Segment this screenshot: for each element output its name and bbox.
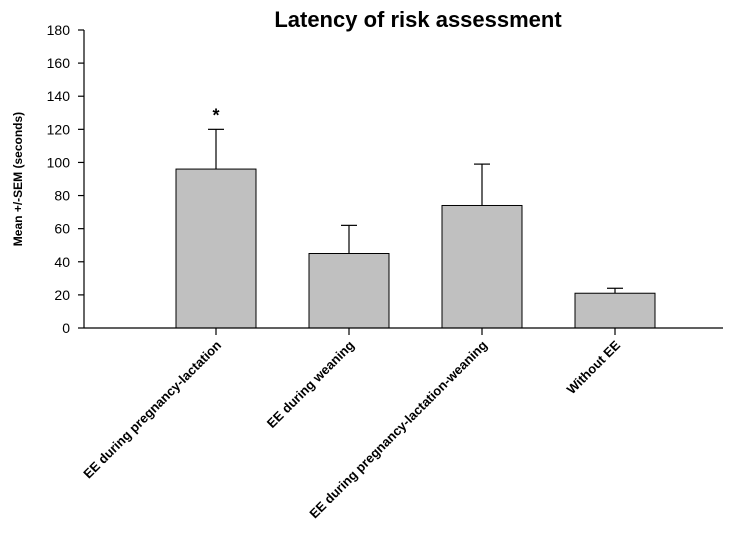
y-tick-label: 60 (54, 221, 70, 237)
bar (175, 168, 257, 329)
y-tick-label: 160 (47, 55, 71, 71)
x-tick-label: Without EE (564, 337, 624, 397)
y-tick-label: 40 (54, 254, 70, 270)
bar (574, 292, 656, 329)
bar (308, 253, 390, 329)
error-bars (208, 128, 623, 294)
y-axis-label: Mean +/-SEM (seconds) (11, 112, 25, 246)
y-tick-label: 120 (47, 121, 71, 137)
significance-marker: * (212, 105, 219, 125)
y-tick-label: 20 (54, 287, 70, 303)
y-tick-label: 180 (47, 22, 71, 38)
chart-title: Latency of risk assessment (274, 7, 562, 32)
x-axis-ticks: EE during pregnancy-lactation EE during w… (80, 328, 623, 521)
significance-annotations: * (212, 105, 219, 125)
y-tick-label: 140 (47, 88, 71, 104)
y-tick-label: 80 (54, 188, 70, 204)
y-axis-ticks: 0 20 40 60 80 100 120 140 160 180 (47, 22, 84, 336)
y-tick-label: 0 (62, 320, 70, 336)
bar (441, 204, 523, 329)
y-tick-label: 100 (47, 154, 71, 170)
x-tick-label: EE during pregnancy-lactation (80, 337, 224, 481)
bars (175, 168, 656, 329)
x-tick-label: EE during weaning (264, 337, 357, 430)
